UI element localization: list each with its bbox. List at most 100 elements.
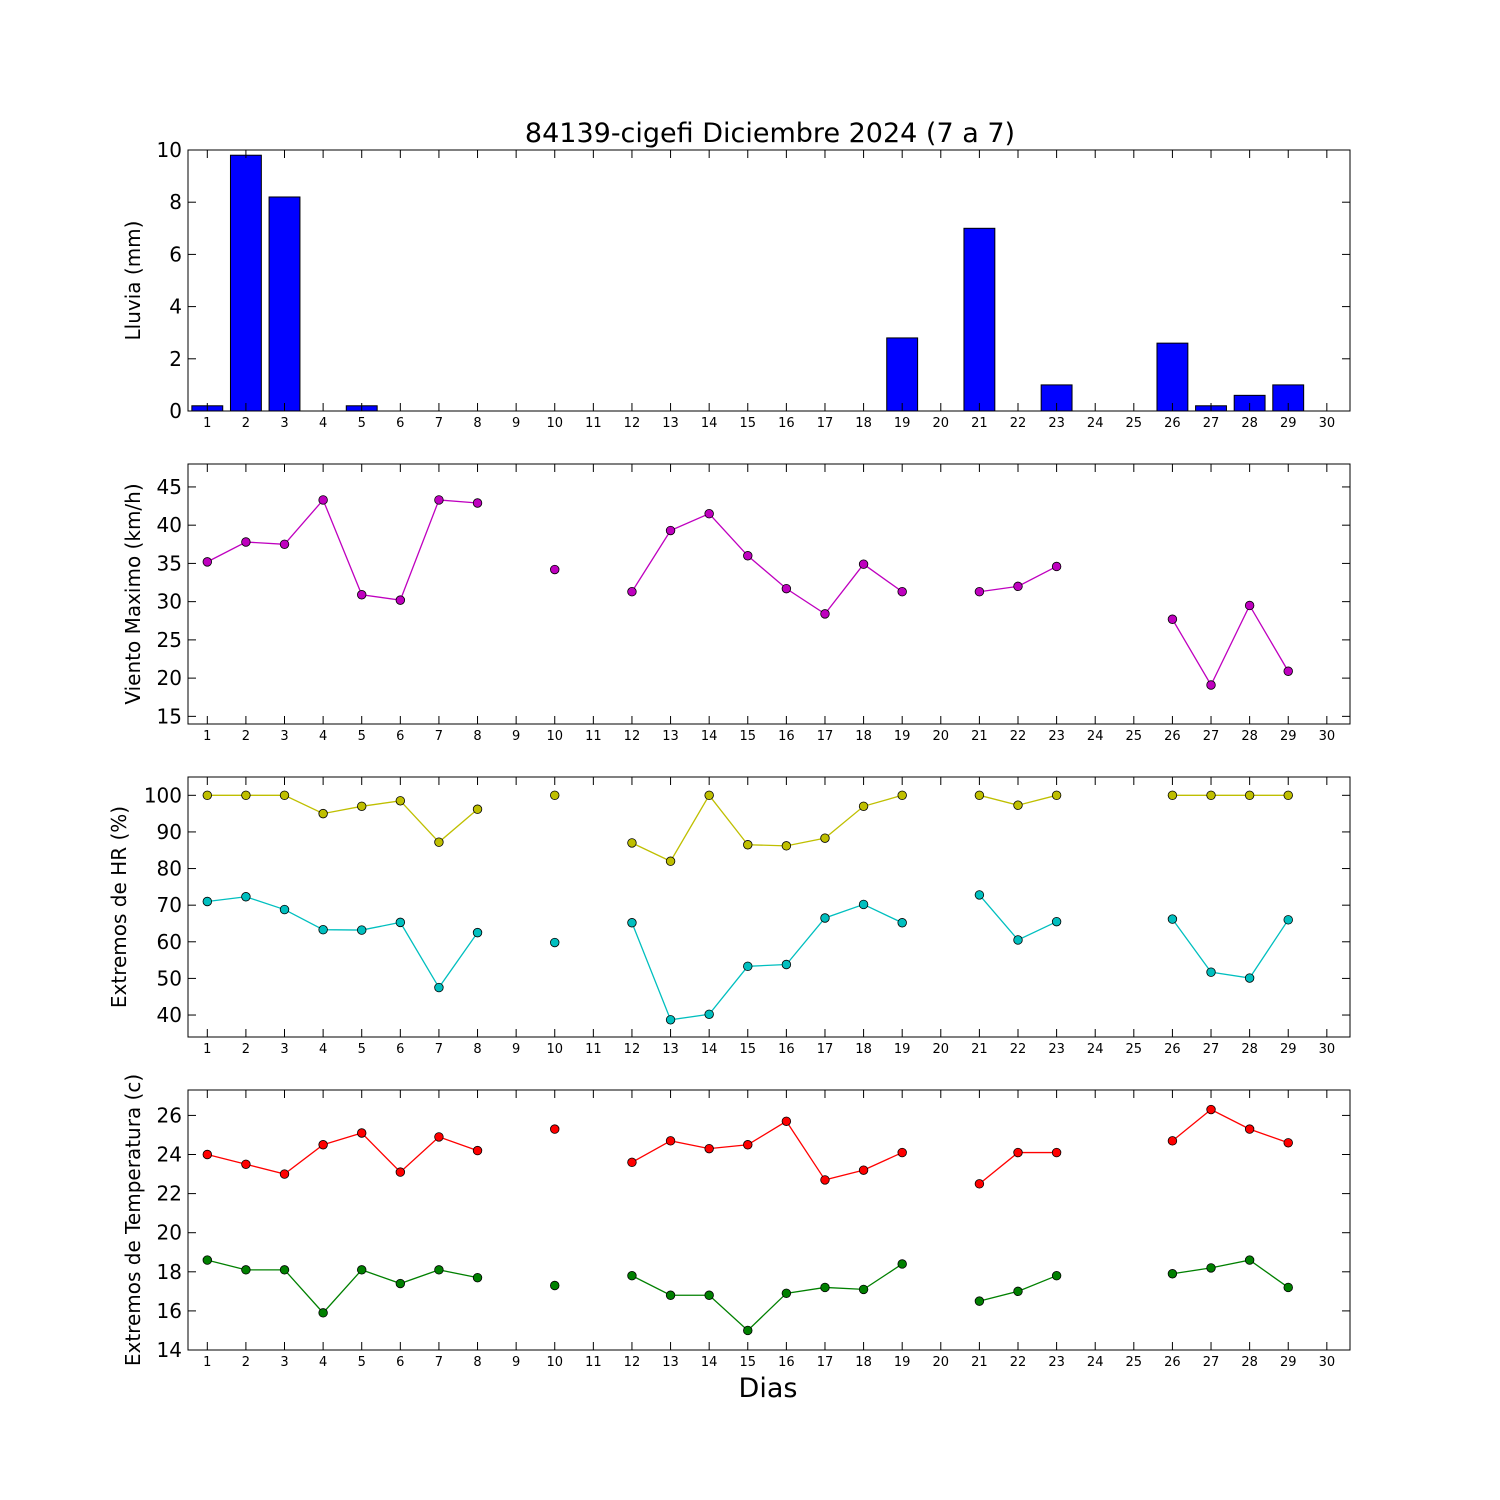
humedad-xtick-label: 17 (817, 1042, 834, 1057)
viento-xtick-label: 10 (546, 729, 563, 744)
humedad-xtick-label: 23 (1048, 1042, 1065, 1057)
viento-xtick-label: 18 (855, 729, 872, 744)
lluvia-xtick-label: 10 (546, 416, 563, 431)
temperatura-series-1-point-day-17 (820, 1282, 830, 1293)
viento-ytick-label: 40 (157, 513, 182, 537)
temperatura-xtick-label: 26 (1164, 1355, 1181, 1370)
viento-series-0-point-day-1 (202, 557, 213, 567)
temperatura-series-0-point-day-13 (665, 1136, 676, 1146)
temperatura-series-0-point-day-16 (781, 1116, 792, 1126)
temperatura-y-axis-label: Extremos de Temperatura (c) (121, 1074, 145, 1366)
temperatura-series-0-point-day-22 (1013, 1147, 1023, 1158)
humedad-series-0-point-day-17 (820, 833, 830, 843)
humedad-xtick-label: 14 (701, 1042, 718, 1057)
humedad-ytick-label: 70 (157, 893, 182, 917)
viento-ytick-label: 15 (157, 704, 182, 728)
viento-xtick-label: 15 (739, 729, 756, 744)
viento-series-0-line (207, 498, 478, 601)
temperatura-xtick-label: 6 (396, 1355, 404, 1370)
viento-xtick-label: 11 (585, 729, 602, 744)
lluvia-xtick-label: 20 (933, 416, 950, 431)
temperatura-xtick-label: 10 (546, 1355, 563, 1370)
viento-xtick-label: 1 (203, 729, 211, 744)
temperatura-series-0-point-day-17 (820, 1175, 830, 1185)
rain-bar-day-19 (886, 337, 919, 412)
viento-xtick-label: 7 (435, 729, 443, 744)
temperatura-series-0-point-day-10 (550, 1124, 560, 1134)
humedad-series-0-point-day-3 (279, 790, 290, 801)
lluvia-xtick-label: 9 (512, 416, 520, 431)
temperatura-xtick-label: 7 (435, 1355, 443, 1370)
viento-series-0-point-day-19 (897, 587, 907, 597)
temperatura-series-0-point-day-1 (202, 1149, 213, 1160)
lluvia-xtick-label: 17 (817, 416, 834, 431)
temperatura-series-1-point-day-22 (1013, 1286, 1023, 1297)
viento-series-0-point-day-8 (472, 498, 483, 508)
temperatura-series-1-point-day-4 (318, 1308, 328, 1318)
humedad-xtick-label: 1 (203, 1042, 211, 1057)
humedad-xtick-label: 5 (358, 1042, 366, 1057)
rain-bar-day-3 (268, 196, 301, 412)
humedad-series-0-point-day-14 (704, 790, 714, 801)
temperatura-xtick-label: 27 (1203, 1355, 1220, 1370)
viento-xtick-label: 4 (319, 729, 327, 744)
viento-xtick-label: 16 (778, 729, 795, 744)
lluvia-ytick-label: 6 (169, 242, 182, 266)
humedad-series-0-point-day-28 (1244, 790, 1255, 801)
viento-ytick-label: 20 (157, 666, 182, 690)
humedad-series-0-point-day-8 (472, 804, 483, 814)
lluvia-xtick-label: 3 (280, 416, 288, 431)
temperatura-xtick-label: 9 (512, 1355, 520, 1370)
humedad-series-1-point-day-10 (550, 937, 560, 948)
humedad-xtick-label: 26 (1164, 1042, 1181, 1057)
lluvia-xtick-label: 22 (1010, 416, 1027, 431)
lluvia-xtick-label: 4 (319, 416, 327, 431)
humedad-series-0-point-day-7 (434, 837, 444, 847)
viento-series-0-point-day-29 (1283, 666, 1293, 676)
humedad-ytick-label: 90 (157, 820, 182, 844)
temperatura-series-0-point-day-15 (743, 1140, 753, 1150)
viento-series-0-line (631, 512, 903, 615)
viento-series-0-point-day-21 (974, 587, 985, 597)
viento-xtick-label: 12 (624, 729, 641, 744)
temperatura-xtick-label: 16 (778, 1355, 795, 1370)
lluvia-ytick-label: 4 (169, 295, 182, 319)
lluvia-xtick-label: 19 (894, 416, 911, 431)
temperatura-ytick-label: 16 (157, 1299, 182, 1323)
humedad-xtick-label: 28 (1241, 1042, 1258, 1057)
humedad-series-0-line (631, 794, 903, 863)
temperatura-xtick-label: 20 (933, 1355, 950, 1370)
viento-series-0-point-day-16 (781, 583, 792, 594)
humedad-series-1-point-day-1 (202, 896, 213, 907)
temperatura-series-1-point-day-7 (434, 1265, 444, 1275)
humedad-series-0-point-day-16 (781, 841, 792, 851)
lluvia-xtick-label: 11 (585, 416, 602, 431)
humedad-series-0-point-day-27 (1206, 790, 1216, 801)
temperatura-xtick-label: 4 (319, 1355, 327, 1370)
viento-xtick-label: 28 (1241, 729, 1258, 744)
humedad-series-0-point-day-29 (1283, 790, 1293, 801)
temperatura-series-1-line (631, 1263, 903, 1332)
humedad-ytick-label: 60 (157, 930, 182, 954)
temperatura-xtick-label: 21 (971, 1355, 988, 1370)
lluvia-xtick-label: 14 (701, 416, 718, 431)
chart-title: 84139-cigefi Diciembre 2024 (7 a 7) (525, 118, 1015, 149)
viento-xtick-label: 9 (512, 729, 520, 744)
temperatura-series-1-point-day-26 (1167, 1269, 1178, 1279)
viento-xtick-label: 21 (971, 729, 988, 744)
humedad-xtick-label: 27 (1203, 1042, 1220, 1057)
humedad-xtick-label: 19 (894, 1042, 911, 1057)
humedad-series-1-point-day-5 (357, 925, 367, 935)
temperatura-xtick-label: 22 (1010, 1355, 1027, 1370)
humedad-series-0-point-day-10 (550, 790, 560, 801)
lluvia-xtick-label: 27 (1203, 416, 1220, 431)
humedad-series-1-point-day-14 (704, 1009, 714, 1020)
humedad-xtick-label: 24 (1087, 1042, 1104, 1057)
humedad-ytick-label: 40 (157, 1003, 182, 1027)
viento-xtick-label: 27 (1203, 729, 1220, 744)
temperatura-xtick-label: 30 (1319, 1355, 1336, 1370)
lluvia-xtick-label: 1 (203, 416, 211, 431)
